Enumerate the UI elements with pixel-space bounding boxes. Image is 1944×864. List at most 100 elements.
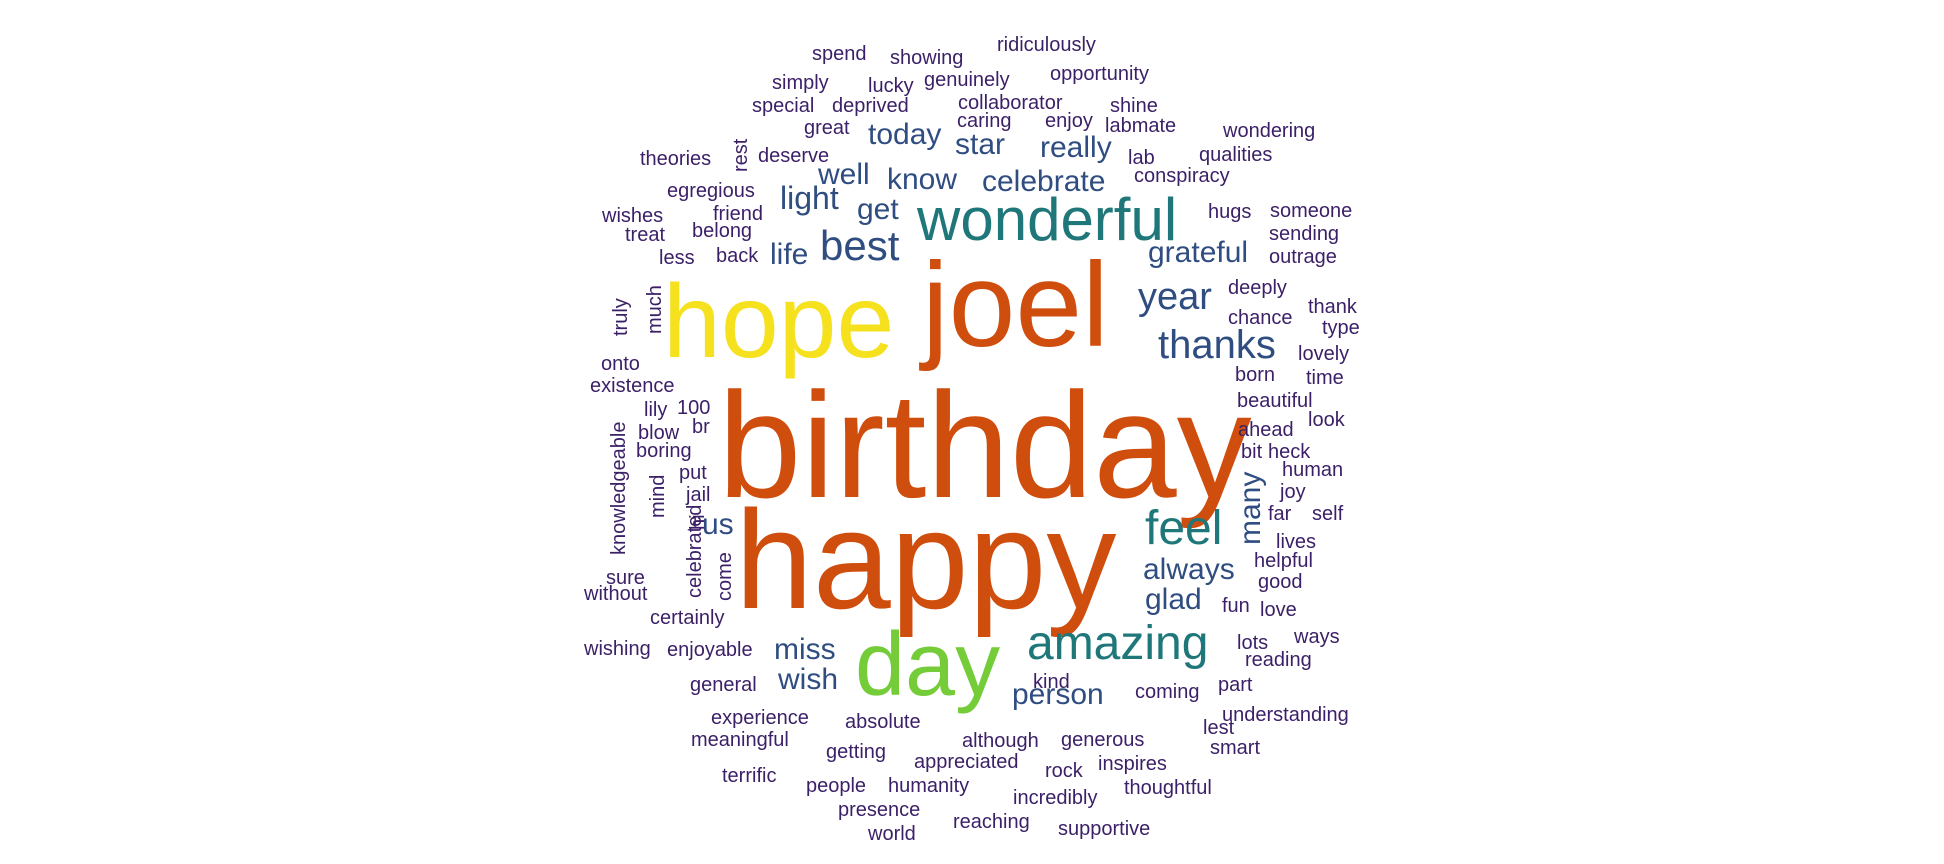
word-humanity: humanity (888, 775, 970, 797)
word-egregious: egregious (667, 180, 755, 202)
word-understanding: understanding (1222, 704, 1349, 726)
word-amazing: amazing (1027, 617, 1209, 670)
word-ways: ways (1294, 626, 1340, 648)
word-existence: existence (590, 375, 675, 397)
word-meaningful: meaningful (691, 729, 789, 751)
word-look: look (1308, 409, 1345, 431)
word-conspiracy: conspiracy (1134, 165, 1230, 187)
word-much: much (644, 285, 666, 334)
word-get: get (857, 193, 899, 226)
word-come: come (714, 552, 736, 601)
word-sure: sure (606, 567, 645, 589)
word-beautiful: beautiful (1237, 390, 1313, 412)
word-hi: hi (687, 514, 709, 530)
word-ahead: ahead (1238, 419, 1294, 441)
word-hugs: hugs (1208, 201, 1252, 223)
word-lucky: lucky (868, 75, 914, 97)
word-rest: rest (730, 138, 752, 172)
word-lab: lab (1128, 147, 1155, 169)
word-star: star (955, 128, 1006, 161)
word-wish: wish (778, 663, 839, 696)
word-enjoyable: enjoyable (667, 639, 753, 661)
word-love: love (1260, 599, 1297, 621)
word-wondering: wondering (1223, 120, 1316, 142)
word-grateful: grateful (1148, 236, 1249, 269)
word-year: year (1138, 276, 1212, 318)
word-belong: belong (692, 220, 753, 242)
word-human: human (1282, 459, 1344, 481)
word-self: self (1312, 503, 1344, 525)
word-treat: treat (625, 224, 666, 246)
word-joel: joel (922, 238, 1109, 372)
word-showing: showing (890, 47, 964, 69)
word-far: far (1268, 503, 1292, 525)
word-spend: spend (812, 43, 867, 65)
word-thank: thank (1308, 296, 1357, 318)
word-world: world (868, 823, 916, 845)
word-theories: theories (640, 148, 712, 170)
word-someone: someone (1270, 200, 1353, 222)
word-celebrate: celebrate (982, 165, 1106, 198)
word-shine: shine (1110, 95, 1158, 117)
word-many: many (1234, 471, 1267, 545)
word-reading: reading (1245, 649, 1312, 671)
word-incredibly: incredibly (1013, 787, 1098, 809)
word-really: really (1040, 131, 1112, 164)
word-type: type (1322, 317, 1360, 339)
word-terrific: terrific (722, 765, 777, 787)
word-blow: blow (638, 422, 680, 444)
word-sending: sending (1269, 223, 1340, 245)
word-labmate: labmate (1105, 115, 1177, 137)
word-reaching: reaching (953, 811, 1030, 833)
word-appreciated: appreciated (914, 751, 1019, 773)
word-knowledgeable: knowledgeable (608, 421, 630, 555)
word-thoughtful: thoughtful (1124, 777, 1212, 799)
word-great: great (804, 117, 850, 139)
word-simply: simply (772, 72, 829, 94)
word-day: day (855, 615, 1001, 715)
word-lots: lots (1237, 632, 1269, 654)
word-certainly: certainly (650, 607, 725, 629)
word-well: well (818, 158, 870, 191)
word-smart: smart (1210, 737, 1260, 759)
word-know: know (887, 163, 958, 196)
word-experience: experience (711, 707, 809, 729)
word-genuinely: genuinely (924, 69, 1010, 91)
word-coming: coming (1135, 681, 1200, 703)
word-lives: lives (1276, 531, 1317, 553)
word-100: 100 (677, 397, 711, 419)
word-getting: getting (826, 741, 887, 763)
word-enjoy: enjoy (1045, 110, 1093, 132)
word-person: person (1012, 678, 1104, 711)
word-best: best (820, 222, 900, 269)
word-hope: hope (663, 264, 895, 380)
word-less: less (659, 247, 695, 269)
word-light: light (780, 180, 839, 216)
word-lest: lest (1203, 717, 1235, 739)
word-without: without (584, 583, 648, 605)
word-qualities: qualities (1199, 144, 1273, 166)
word-kind: kind (1033, 671, 1070, 693)
word-happy: happy (735, 481, 1117, 638)
word-deserve: deserve (758, 145, 830, 167)
word-deprived: deprived (832, 95, 909, 117)
word-inspires: inspires (1098, 753, 1167, 775)
word-special: special (752, 95, 815, 117)
word-general: general (690, 674, 757, 696)
word-supportive: supportive (1058, 818, 1151, 840)
word-thanks: thanks (1158, 323, 1276, 367)
word-opportunity: opportunity (1050, 63, 1149, 85)
word-caring: caring (957, 110, 1012, 132)
word-helpful: helpful (1254, 550, 1313, 572)
word-people: people (806, 775, 867, 797)
word-time: time (1306, 367, 1344, 389)
word-rock: rock (1045, 760, 1083, 782)
word-mind: mind (647, 474, 669, 518)
word-boring: boring (636, 440, 692, 462)
word-part: part (1218, 674, 1253, 696)
word-birthday: birthday (718, 361, 1252, 529)
word-life: life (770, 238, 809, 271)
word-friend: friend (713, 203, 764, 225)
word-fun: fun (1222, 595, 1250, 617)
word-generous: generous (1061, 729, 1145, 751)
